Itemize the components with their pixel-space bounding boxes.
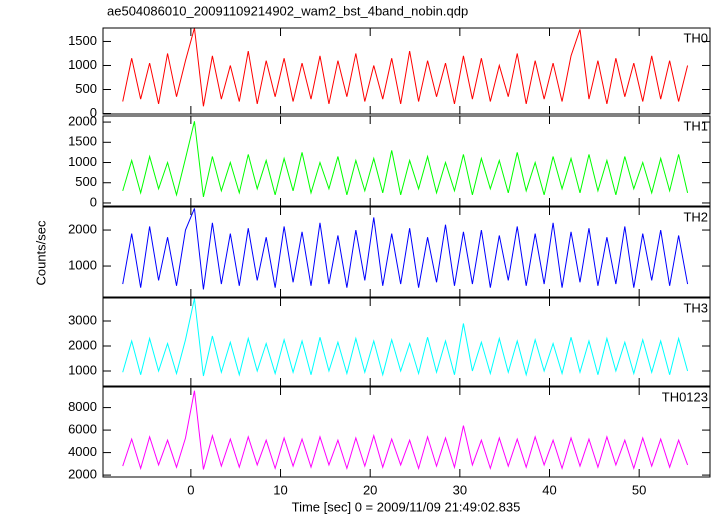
- panel-label: TH0: [683, 30, 708, 45]
- panel-frame: [102, 115, 711, 207]
- series-line: [122, 121, 689, 198]
- panel-label: TH3: [683, 300, 708, 315]
- panel-label: TH1: [683, 118, 708, 133]
- x-tick-label: 20: [363, 482, 377, 497]
- chart-title: ae504086010_20091109214902_wam2_bst_4ban…: [107, 3, 468, 18]
- y-tick-label: 1000: [68, 362, 97, 377]
- y-tick-label: 1000: [68, 57, 97, 72]
- series-line: [122, 208, 689, 290]
- y-tick-label: 0: [90, 194, 97, 209]
- y-tick-label: 0: [90, 105, 97, 120]
- panel-frame: [102, 297, 711, 387]
- y-tick-label: 1000: [68, 154, 97, 169]
- panel-frame: [102, 27, 711, 115]
- y-tick-label: 500: [75, 81, 97, 96]
- x-tick-label: 0: [187, 482, 194, 497]
- series-line: [122, 298, 689, 377]
- y-tick-label: 8000: [68, 399, 97, 414]
- series-line: [122, 390, 689, 471]
- x-tick-label: 40: [542, 482, 556, 497]
- y-tick-label: 2000: [68, 221, 97, 236]
- panel-label: TH2: [683, 209, 708, 224]
- panel-label: TH0123: [662, 389, 708, 404]
- y-axis-label: Counts/sec: [33, 220, 48, 286]
- y-tick-label: 1500: [68, 33, 97, 48]
- y-tick-label: 500: [75, 174, 97, 189]
- y-tick-label: 4000: [68, 444, 97, 459]
- y-tick-label: 6000: [68, 422, 97, 437]
- x-tick-label: 50: [632, 482, 646, 497]
- y-tick-label: 1500: [68, 134, 97, 149]
- x-axis-label: Time [sec] 0 = 2009/11/09 21:49:02.835: [292, 499, 521, 514]
- y-tick-label: 2000: [68, 114, 97, 129]
- y-tick-label: 2000: [68, 337, 97, 352]
- panel-frame: [102, 386, 711, 478]
- x-tick-label: 30: [453, 482, 467, 497]
- panel-frame: [102, 206, 711, 298]
- y-tick-label: 3000: [68, 312, 97, 327]
- y-tick-label: 1000: [68, 257, 97, 272]
- y-tick-label: 2000: [68, 467, 97, 482]
- x-tick-label: 10: [273, 482, 287, 497]
- series-line: [122, 28, 689, 107]
